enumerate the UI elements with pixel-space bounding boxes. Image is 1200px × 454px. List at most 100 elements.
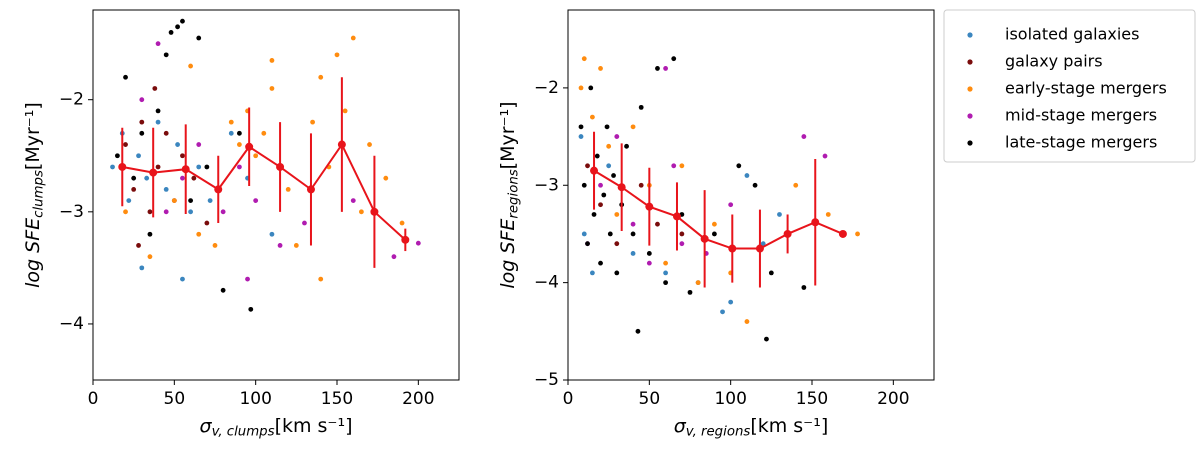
scatter-point xyxy=(207,198,213,204)
median-trend xyxy=(590,131,847,288)
label-tail: [Myr⁻¹] xyxy=(22,102,44,170)
median-point xyxy=(645,202,654,211)
median-line xyxy=(122,142,406,241)
scatter-point xyxy=(191,175,197,181)
label-sub: clumps xyxy=(32,170,47,218)
scatter-point xyxy=(793,182,799,188)
scatter-point xyxy=(139,119,145,125)
scatter-point xyxy=(614,270,620,276)
scatter-point xyxy=(801,134,807,139)
label-main: σ xyxy=(200,415,213,437)
scatter-point xyxy=(825,212,831,217)
scatter-point xyxy=(638,182,644,188)
scatter-point xyxy=(163,186,169,192)
legend-marker xyxy=(967,59,973,65)
median-point xyxy=(370,207,379,216)
y-tick-label: −3 xyxy=(534,175,559,195)
scatter-point xyxy=(147,254,153,260)
plot-frame xyxy=(567,9,935,381)
scatter-point xyxy=(302,220,307,226)
scatter-point xyxy=(152,86,158,91)
scatter-point xyxy=(220,287,226,293)
scatter-point xyxy=(712,231,717,237)
scatter-point xyxy=(163,52,169,58)
scatter-point xyxy=(123,142,128,147)
scatter-point xyxy=(604,124,610,130)
scatter-point xyxy=(126,198,132,204)
scatter-point xyxy=(646,251,652,256)
scatter-point xyxy=(131,175,137,181)
scatter-point xyxy=(630,221,636,227)
median-point xyxy=(306,185,315,194)
scatter-point xyxy=(196,35,202,41)
scatter-point xyxy=(155,108,161,114)
scatter-point xyxy=(196,231,202,237)
scatter-point xyxy=(245,276,250,282)
y-tick-label: −2 xyxy=(59,90,84,110)
scatter-point xyxy=(123,209,128,215)
median-trend xyxy=(118,77,410,268)
legend-marker xyxy=(967,140,973,146)
median-point xyxy=(617,183,626,192)
scatter-point xyxy=(147,209,153,215)
scatter-point xyxy=(606,163,612,169)
y-tick-label: −4 xyxy=(59,314,84,334)
median-point xyxy=(245,142,254,151)
scatter-point xyxy=(855,231,860,237)
scatter-point xyxy=(581,182,587,188)
legend-label: late-stage mergers xyxy=(1005,133,1157,152)
x-tick-label: 200 xyxy=(402,389,434,409)
scatter-point xyxy=(248,306,254,312)
label-sub: regions xyxy=(507,169,522,218)
label-main: log SFE xyxy=(497,219,519,289)
scatter-point xyxy=(350,198,356,204)
scatter-point xyxy=(253,153,259,159)
scatter-point xyxy=(679,163,685,169)
scatter-point xyxy=(585,241,590,247)
scatter-point xyxy=(578,134,584,139)
scatter-point xyxy=(367,142,372,147)
scatter-point xyxy=(764,336,769,342)
scatter-point xyxy=(606,143,612,149)
scatter-point xyxy=(110,164,115,170)
scatter-point xyxy=(293,243,299,248)
median-point xyxy=(118,162,127,171)
scatter-point xyxy=(399,220,405,226)
y-tick-label: −3 xyxy=(59,202,84,222)
scatter-point xyxy=(204,164,210,170)
scatter-point xyxy=(163,130,169,136)
scatter-point xyxy=(687,289,693,295)
label-sub: v, clumps xyxy=(212,425,275,440)
legend-label: early-stage mergers xyxy=(1005,79,1167,98)
scatter-point xyxy=(180,18,185,24)
scatter-point xyxy=(585,163,590,169)
scatter-point xyxy=(720,309,725,315)
x-tick-label: 100 xyxy=(239,389,271,409)
scatter-point xyxy=(646,260,652,266)
x-tick-label: 150 xyxy=(321,389,353,409)
x-tick-label: 150 xyxy=(796,389,828,409)
scatter-point xyxy=(175,24,180,30)
scatter-point xyxy=(155,119,161,125)
scatter-point xyxy=(598,182,603,188)
label-tail: [km s⁻¹] xyxy=(750,415,828,437)
x-tick-label: 50 xyxy=(639,389,661,409)
scatter-point xyxy=(655,221,660,227)
scatter-point xyxy=(591,212,597,217)
median-point xyxy=(181,165,190,174)
x-tick-label: 100 xyxy=(714,389,746,409)
scatter-point xyxy=(728,299,734,305)
scatter-point xyxy=(679,231,685,237)
scatter-point xyxy=(277,243,283,248)
scatter-point xyxy=(614,134,620,139)
scatter-point xyxy=(590,114,595,120)
scatter-point xyxy=(188,209,194,215)
x-tick-label: 50 xyxy=(164,389,186,409)
scatter-point xyxy=(607,231,613,237)
scatter-point xyxy=(614,241,620,247)
median-point xyxy=(700,234,709,243)
x-tick-label: 200 xyxy=(877,389,909,409)
scatter-point xyxy=(188,63,194,69)
median-line xyxy=(593,169,844,250)
